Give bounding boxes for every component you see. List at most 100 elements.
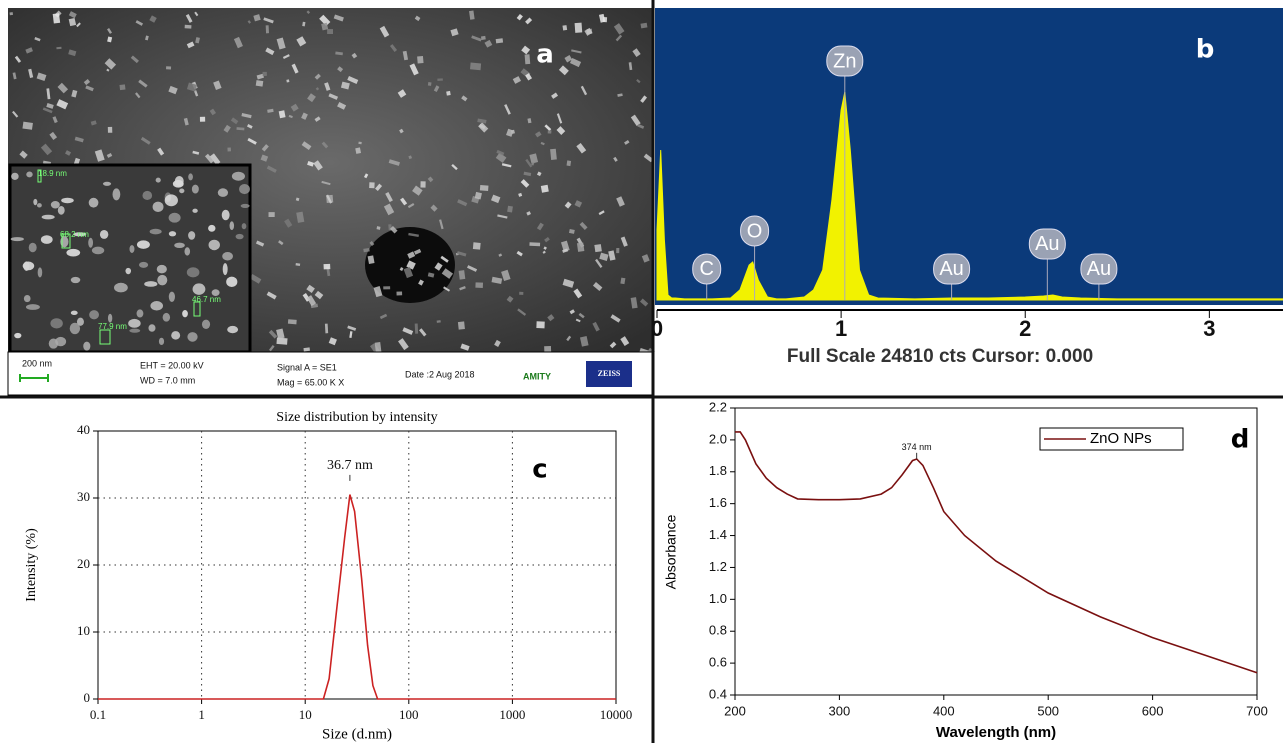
annotation: 374 nm: [902, 442, 932, 452]
particle: [89, 310, 99, 319]
particle: [193, 283, 206, 294]
particle: [66, 249, 80, 257]
particle: [428, 82, 432, 86]
particle: [71, 277, 80, 283]
particle: [507, 206, 513, 213]
particle: [369, 182, 374, 188]
particle: [222, 252, 233, 261]
particle: [640, 23, 647, 29]
x-tick-label: 3: [1203, 316, 1215, 341]
particle: [37, 203, 42, 207]
particle: [114, 283, 128, 293]
particle: [129, 245, 134, 253]
particle: [55, 337, 66, 346]
particle: [525, 54, 531, 64]
particle: [266, 25, 269, 33]
y-tick-label: 1.2: [709, 559, 727, 574]
particle: [56, 47, 61, 50]
particle: [263, 72, 267, 76]
particle: [239, 184, 250, 194]
particle: [26, 172, 32, 178]
particle: [150, 229, 162, 235]
particle: [144, 281, 157, 287]
particle: [325, 324, 328, 334]
measurement: 68.2 nm: [60, 230, 89, 239]
x-tick-label: 100: [399, 707, 419, 722]
particle: [179, 189, 184, 194]
particle: [567, 160, 572, 166]
x-axis-label: Wavelength (nm): [936, 724, 1056, 741]
x-tick-label: 1: [835, 316, 847, 341]
particle: [148, 324, 155, 331]
particle: [156, 178, 161, 183]
wd: WD = 7.0 mm: [140, 375, 195, 385]
particle: [550, 149, 557, 160]
panel-label: b: [1196, 35, 1215, 65]
particle: [227, 326, 238, 333]
x-tick-label: 600: [1142, 703, 1164, 718]
sem-panel: a 18.9 nm 68.2 nm 46.7 nm 77.9 nm 200 nm…: [8, 8, 655, 395]
y-axis-label: Intensity (%): [24, 528, 39, 602]
x-tick-label: 1: [198, 707, 205, 722]
x-tick-label: 10000: [600, 707, 633, 722]
particle: [163, 313, 170, 322]
particle: [169, 231, 176, 236]
particle: [23, 261, 29, 271]
annotation: C: [699, 258, 713, 280]
particle: [89, 198, 99, 208]
particle: [92, 247, 104, 255]
particle: [358, 142, 361, 145]
particle: [529, 242, 540, 246]
particle: [470, 63, 481, 71]
particle: [202, 320, 210, 329]
particle: [11, 237, 24, 241]
particle: [288, 319, 297, 324]
y-tick-label: 2.2: [709, 399, 727, 414]
particle: [536, 321, 544, 328]
particle: [200, 117, 205, 122]
particle: [187, 332, 197, 342]
particle: [182, 310, 188, 317]
y-tick-label: 20: [77, 556, 90, 571]
annotation: Zn: [833, 50, 856, 72]
x-tick-label: 500: [1037, 703, 1059, 718]
x-tick-label: 0.1: [90, 707, 106, 722]
x-tick-label: 10: [299, 707, 312, 722]
particle: [150, 301, 163, 310]
chart-title: Size distribution by intensity: [276, 410, 437, 425]
particle: [575, 23, 583, 33]
particle: [169, 292, 175, 302]
y-tick-label: 1.6: [709, 495, 727, 510]
particle: [208, 225, 215, 232]
particle: [137, 240, 150, 248]
x-tick-label: 300: [829, 703, 851, 718]
particle: [230, 221, 235, 230]
annotation: Au: [1087, 258, 1111, 280]
particle: [137, 309, 144, 317]
particle: [24, 295, 31, 302]
date: Date :2 Aug 2018: [405, 369, 475, 379]
particle: [26, 304, 40, 310]
particle: [159, 338, 164, 345]
particle: [256, 80, 264, 86]
y-tick-label: 0.4: [709, 686, 727, 701]
info-bar: [8, 352, 652, 395]
particle: [22, 122, 32, 130]
particle: [241, 204, 250, 208]
particle: [269, 212, 275, 217]
y-tick-label: 2.0: [709, 431, 727, 446]
particle: [232, 172, 245, 181]
particle: [222, 210, 230, 221]
particle: [166, 66, 171, 69]
particle: [327, 29, 333, 34]
y-tick-label: 0.8: [709, 623, 727, 638]
particle: [218, 188, 228, 197]
institution: AMITY: [523, 371, 551, 381]
particle: [103, 182, 111, 186]
particle: [139, 262, 148, 268]
y-tick-label: 1.4: [709, 527, 727, 542]
particle: [42, 215, 55, 220]
particle: [33, 199, 37, 205]
mag: Mag = 65.00 K X: [277, 377, 344, 387]
x-tick-label: 700: [1246, 703, 1268, 718]
